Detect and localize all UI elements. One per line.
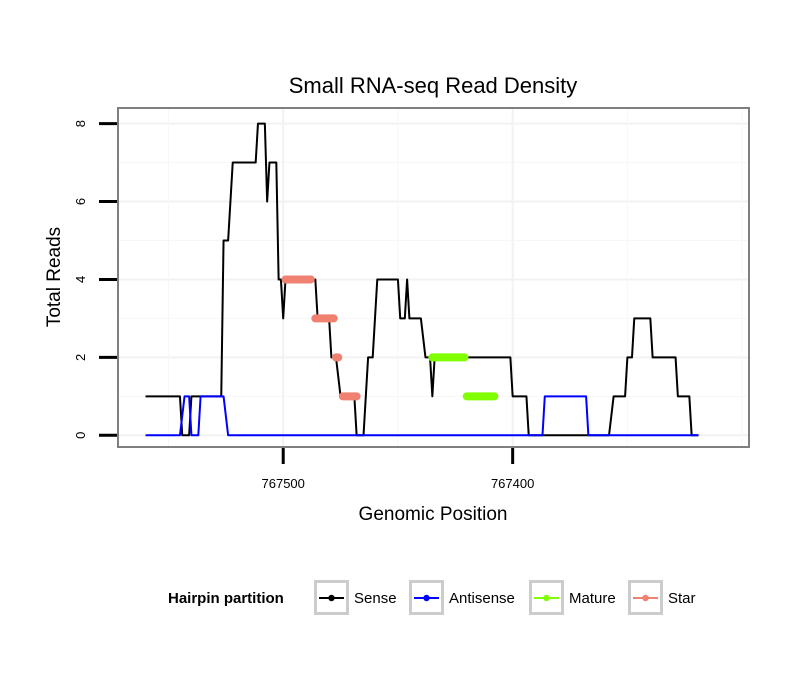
series-mature [428,353,499,401]
y-tick-label: 6 [73,198,88,205]
legend: Hairpin partition Sense Antisense Mature St… [168,580,696,615]
y-axis-label: Total Reads [44,227,65,327]
x-axis-label: Genomic Position [359,504,508,525]
series-antisense [145,395,699,437]
x-tick-label: 767400 [491,476,534,491]
legend-key-dot [642,594,649,602]
legend-key-dot [423,594,430,602]
y-tick-label: 0 [73,432,88,439]
plot-panel-border [117,107,750,448]
chart-title: Small RNA-seq Read Density [289,73,578,98]
legend-label: Mature [569,590,616,607]
y-tick-label: 8 [73,120,88,127]
legend-label: Star [668,590,696,607]
legend-label: Antisense [449,590,515,607]
y-axis: 0 2 4 6 8 [73,120,117,439]
y-tick-label: 2 [73,354,88,361]
legend-key-dot [328,594,335,602]
legend-title: Hairpin partition [168,590,284,607]
legend-key-dot [543,594,550,602]
y-tick-label: 4 [73,276,88,283]
legend-item-antisense: Antisense [409,580,515,615]
series-line-antisense [145,395,699,437]
series-layer [145,122,699,437]
series-line-sense [145,122,699,437]
x-tick-label: 767500 [262,476,305,491]
legend-item-mature: Mature [529,580,616,615]
x-axis: 767500 767400 [262,448,534,491]
legend-item-sense: Sense [314,580,397,615]
series-star [281,275,361,401]
legend-item-star: Star [628,580,696,615]
series-sense [145,122,699,437]
legend-label: Sense [354,590,397,607]
